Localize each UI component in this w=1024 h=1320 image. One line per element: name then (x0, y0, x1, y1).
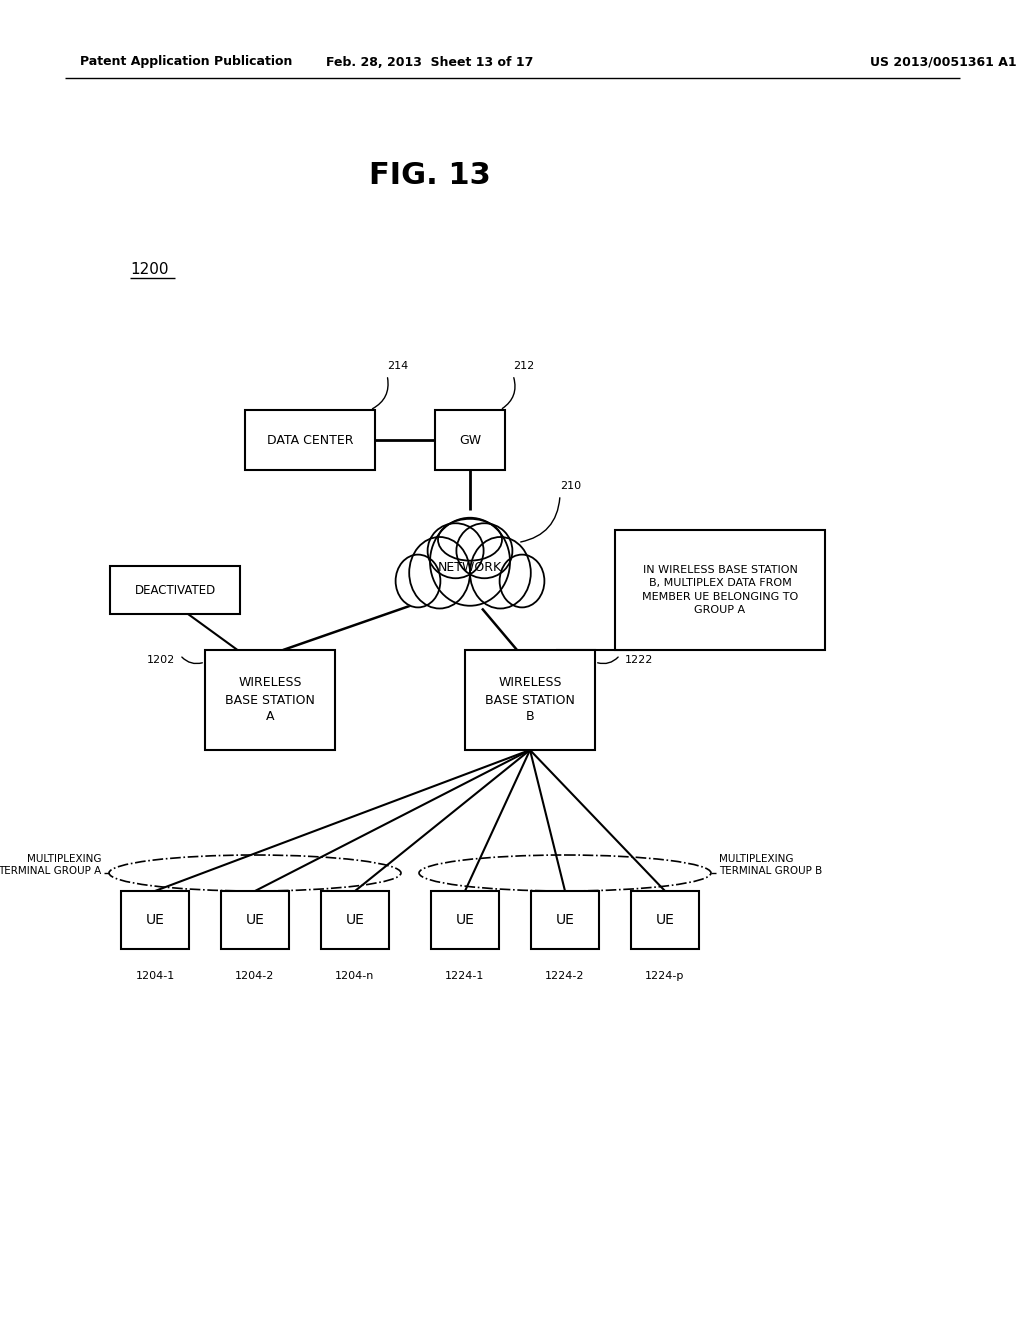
Ellipse shape (500, 554, 545, 607)
Text: IN WIRELESS BASE STATION
B, MULTIPLEX DATA FROM
MEMBER UE BELONGING TO
GROUP A: IN WIRELESS BASE STATION B, MULTIPLEX DA… (642, 565, 798, 615)
Text: FIG. 13: FIG. 13 (369, 161, 490, 190)
Text: 1224-2: 1224-2 (545, 972, 585, 981)
Text: UE: UE (145, 913, 165, 927)
FancyBboxPatch shape (531, 891, 599, 949)
Ellipse shape (457, 523, 512, 578)
Ellipse shape (428, 523, 483, 578)
Text: WIRELESS
BASE STATION
B: WIRELESS BASE STATION B (485, 676, 574, 723)
Ellipse shape (438, 519, 502, 561)
Text: 210: 210 (560, 480, 582, 491)
Ellipse shape (470, 537, 530, 609)
Text: DATA CENTER: DATA CENTER (266, 433, 353, 446)
Text: 1204-1: 1204-1 (135, 972, 175, 981)
Text: WIRELESS
BASE STATION
A: WIRELESS BASE STATION A (225, 676, 315, 723)
Text: DEACTIVATED: DEACTIVATED (134, 583, 216, 597)
FancyBboxPatch shape (431, 891, 499, 949)
Ellipse shape (430, 517, 510, 606)
Ellipse shape (410, 537, 470, 609)
FancyBboxPatch shape (321, 891, 389, 949)
FancyBboxPatch shape (465, 649, 595, 750)
FancyBboxPatch shape (110, 566, 240, 614)
Text: 214: 214 (387, 360, 409, 371)
Ellipse shape (395, 554, 440, 607)
Text: UE: UE (456, 913, 474, 927)
Text: 1200: 1200 (130, 263, 169, 277)
Text: 1204-2: 1204-2 (236, 972, 274, 981)
FancyBboxPatch shape (245, 411, 375, 470)
Text: 1224-1: 1224-1 (445, 972, 484, 981)
Text: UE: UE (655, 913, 675, 927)
FancyBboxPatch shape (435, 411, 505, 470)
Text: Patent Application Publication: Patent Application Publication (80, 55, 293, 69)
Text: MULTIPLEXING
TERMINAL GROUP B: MULTIPLEXING TERMINAL GROUP B (719, 854, 822, 875)
Text: Feb. 28, 2013  Sheet 13 of 17: Feb. 28, 2013 Sheet 13 of 17 (327, 55, 534, 69)
Text: US 2013/0051361 A1: US 2013/0051361 A1 (870, 55, 1017, 69)
FancyBboxPatch shape (221, 891, 289, 949)
Text: 1224-p: 1224-p (645, 972, 685, 981)
Text: 1202: 1202 (146, 655, 175, 665)
FancyBboxPatch shape (121, 891, 189, 949)
Text: UE: UE (556, 913, 574, 927)
Text: NETWORK: NETWORK (438, 561, 502, 574)
Text: 1204-n: 1204-n (335, 972, 375, 981)
FancyBboxPatch shape (631, 891, 699, 949)
Text: 212: 212 (513, 360, 535, 371)
Text: GW: GW (459, 433, 481, 446)
FancyBboxPatch shape (615, 531, 825, 649)
Text: 1222: 1222 (625, 655, 653, 665)
Text: MULTIPLEXING
TERMINAL GROUP A: MULTIPLEXING TERMINAL GROUP A (0, 854, 101, 875)
Text: UE: UE (345, 913, 365, 927)
FancyBboxPatch shape (205, 649, 335, 750)
Text: UE: UE (246, 913, 264, 927)
